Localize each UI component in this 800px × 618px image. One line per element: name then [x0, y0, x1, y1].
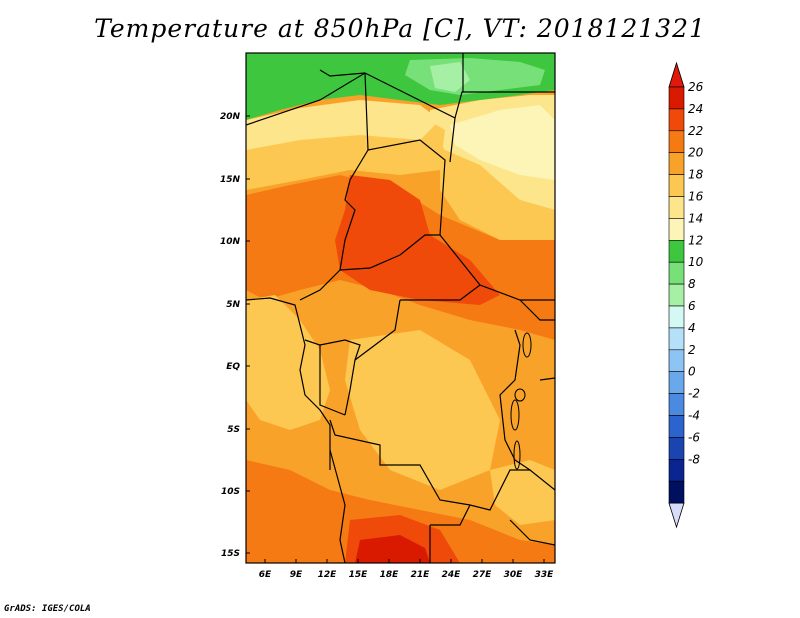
colorbar-swatch [668, 349, 685, 372]
colorbar-label: 10 [688, 255, 704, 269]
colorbar-swatch [668, 327, 685, 351]
colorbar-label: 20 [688, 146, 704, 160]
colorbar-label: -2 [688, 387, 700, 401]
colorbar-label: 2 [688, 343, 696, 357]
colorbar-swatch [668, 108, 685, 132]
lat-label-10n: 10N [220, 237, 241, 247]
latitude-axis: 20N 15N 10N 5N EQ 5S 10S 15S [220, 112, 250, 559]
colorbar-swatch [668, 130, 685, 154]
lon-label-21e: 21E [411, 570, 431, 580]
zone-18-20-west [246, 295, 330, 430]
lon-label-9e: 9E [290, 570, 303, 580]
zone-22-24-south [246, 460, 555, 563]
lon-label-6e: 6E [259, 570, 272, 580]
colorbar-swatch [668, 174, 685, 197]
map-frame [245, 52, 556, 564]
colorbar-label: 4 [688, 321, 696, 335]
lat-label-5s: 5S [227, 425, 240, 435]
lat-label-10s: 10S [221, 487, 240, 497]
colorbar-label: 0 [688, 365, 696, 379]
colorbar-label: 24 [688, 102, 703, 116]
colorbar-swatch [668, 240, 685, 263]
temperature-field [246, 53, 555, 563]
lon-label-15e: 15E [349, 570, 369, 580]
zone-18-20-east [440, 140, 555, 240]
lon-label-24e: 24E [442, 570, 462, 580]
colorbar-top-triangle [668, 61, 685, 88]
lon-label-33e: 33E [535, 570, 555, 580]
colorbar-label: -8 [688, 452, 700, 466]
longitude-axis: 6E 9E 12E 15E 18E 21E 24E 27E 30E 33E [259, 559, 554, 580]
zone-26-plus-south [355, 535, 430, 563]
lat-label-15n: 15N [220, 175, 241, 185]
colorbar-swatch [668, 458, 685, 482]
colorbar-swatch [668, 261, 685, 285]
lat-label-eq: EQ [226, 362, 240, 372]
colorbar-swatch [668, 283, 685, 307]
grads-credit: GrADS: IGES/COLA [4, 604, 91, 614]
colorbar-label: 22 [688, 124, 703, 138]
lon-label-12e: 12E [318, 570, 338, 580]
colorbar-swatch [668, 480, 685, 504]
zone-16-18-north [246, 100, 440, 150]
colorbar-label: 8 [688, 277, 696, 291]
lat-label-15s: 15S [221, 549, 240, 559]
zone-8-10-north [430, 62, 470, 92]
colorbar-swatch [668, 305, 685, 329]
colorbar-swatch [668, 196, 685, 219]
lon-label-30e: 30E [504, 570, 524, 580]
coastline [246, 297, 331, 470]
zone-18-20-mid [345, 330, 500, 490]
colorbar-label: -6 [688, 430, 700, 444]
colorbar-label: 14 [688, 211, 703, 225]
lakes [510, 332, 532, 470]
colorbar-label: 16 [688, 190, 704, 204]
colorbar-label: 12 [688, 233, 703, 247]
country-borders [246, 53, 555, 563]
colorbar-swatch [668, 415, 685, 438]
map-title: Temperature at 850hPa [C], VT: 201812132… [94, 14, 706, 43]
lat-label-20n: 20N [220, 112, 241, 122]
colorbar-swatch [668, 86, 685, 110]
colorbar-bottom-triangle [668, 502, 685, 529]
colorbar-swatch [668, 152, 685, 175]
lon-label-27e: 27E [473, 570, 493, 580]
colorbar-label: 18 [688, 168, 704, 182]
colorbar-label: 6 [688, 299, 696, 313]
lon-label-18e: 18E [380, 570, 400, 580]
colorbar-swatch [668, 218, 685, 241]
colorbar-label: 26 [688, 80, 704, 94]
colorbar-label: -4 [688, 409, 700, 423]
lat-label-5n: 5N [226, 300, 240, 310]
colorbar-swatch [668, 393, 685, 416]
colorbar-swatch [668, 437, 685, 460]
zone-14-16-northeast [450, 105, 555, 180]
zone-24-26-central [335, 175, 500, 305]
colorbar-swatch [668, 371, 685, 394]
